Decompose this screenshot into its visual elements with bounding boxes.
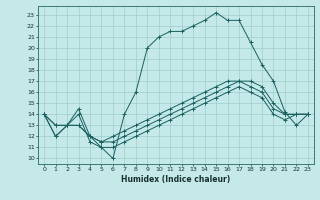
X-axis label: Humidex (Indice chaleur): Humidex (Indice chaleur) <box>121 175 231 184</box>
